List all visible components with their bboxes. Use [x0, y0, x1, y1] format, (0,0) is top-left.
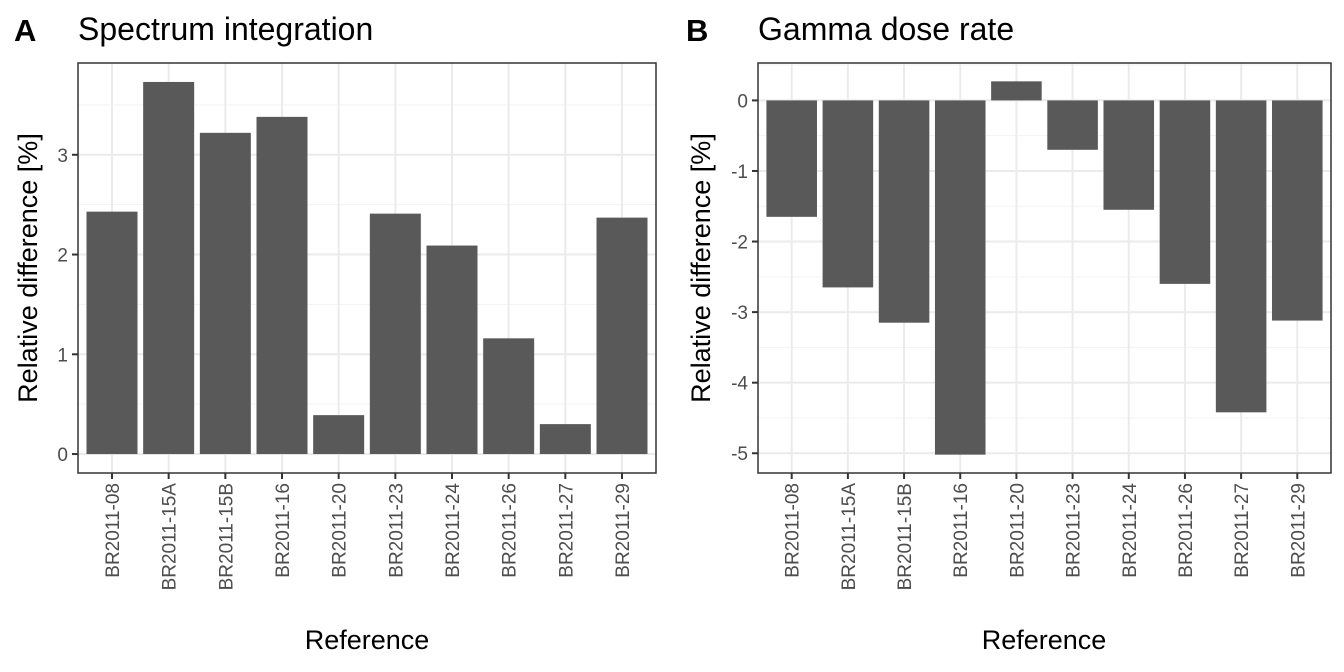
panel-b-bar-br2011-27: [1215, 100, 1267, 413]
panel-a-x-axis-title: Reference: [305, 625, 430, 655]
panel-a-bar-br2011-15a: [143, 81, 195, 455]
panel-a-tag: A: [14, 13, 36, 48]
panel-a-x-tick-label: BR2011-15A: [160, 483, 181, 591]
panel-a-x-tick-label: BR2011-23: [386, 483, 407, 578]
panel-a-bar-br2011-27: [539, 424, 591, 455]
panel-b-y-tick-label: -2: [731, 233, 748, 254]
panel-b-y-axis: 0 -1 -2 -3 -4 -5: [731, 91, 758, 465]
panel-b-x-tick-label: BR2011-23: [1064, 483, 1085, 578]
panel-a-bar-br2011-08: [86, 211, 138, 455]
panel-a-title: Spectrum integration: [78, 11, 373, 47]
panel-a-y-tick-label: 2: [57, 246, 68, 267]
panel-b-bar-br2011-29: [1272, 100, 1323, 321]
panel-a-x-tick-label: BR2011-15B: [216, 483, 237, 590]
panel-b-bar-br2011-15b: [878, 100, 930, 323]
panel-b-y-tick-label: -1: [731, 162, 748, 183]
panel-b-x-tick-label: BR2011-26: [1176, 483, 1197, 578]
panel-b-x-axis: BR2011-08 BR2011-15A BR2011-15B BR2011-16 BR…: [783, 473, 1309, 591]
panel-a-plot-frame: [77, 62, 657, 474]
panel-b-x-tick-label: BR2011-15B: [895, 483, 916, 590]
panel-b-bar-br2011-16: [934, 100, 986, 455]
panel-a-x-axis: BR2011-08 BR2011-15A BR2011-15B BR2011-16 BR…: [103, 473, 634, 590]
panel-b-tag: B: [686, 13, 708, 48]
panel-b-x-tick-label: BR2011-15A: [839, 483, 860, 591]
panel-b-bar-br2011-08: [766, 100, 817, 217]
panel-a-x-tick-label: BR2011-08: [103, 483, 124, 578]
panel-a-bar-br2011-23: [369, 213, 421, 455]
panel-b-y-tick-label: -4: [731, 374, 748, 395]
panel-a-bar-br2011-16: [256, 116, 308, 455]
panel-b-x-tick-label: BR2011-29: [1288, 483, 1309, 578]
panel-a-x-tick-label: BR2011-26: [500, 483, 521, 578]
panel-b-bar-br2011-26: [1159, 100, 1211, 284]
panel-b-plot-frame: [757, 62, 1332, 474]
panel-b-y-tick-label: -3: [731, 303, 748, 324]
panel-b-y-tick-label: -5: [731, 444, 748, 465]
panel-b-x-tick-label: BR2011-16: [951, 483, 972, 578]
panel-b-x-tick-label: BR2011-08: [783, 483, 804, 578]
panel-a-y-tick-label: 0: [57, 445, 68, 466]
panel-a-x-tick-label: BR2011-20: [330, 483, 351, 578]
panel-a-y-tick-label: 1: [57, 345, 68, 366]
panel-a-x-tick-label: BR2011-27: [556, 483, 577, 578]
panel-a-y-axis-title: Relative difference [%]: [13, 133, 43, 403]
panel-b-bar-br2011-15a: [822, 100, 874, 288]
panel-b-bar-br2011-24: [1103, 100, 1155, 210]
panel-b-x-tick-label: BR2011-27: [1232, 483, 1253, 578]
panel-a-bar-br2011-24: [426, 245, 478, 455]
panel-a-bar-br2011-20: [313, 415, 365, 455]
panel-b-bar-br2011-20: [991, 81, 1042, 101]
panel-b-bar-br2011-23: [1047, 100, 1098, 150]
panel-b-x-axis-title: Reference: [982, 625, 1107, 655]
panel-b-bars: [766, 81, 1323, 455]
panel-a-x-tick-label: BR2011-16: [273, 483, 294, 578]
panel-a-x-tick-label: BR2011-29: [613, 483, 634, 578]
panel-a-bars: [86, 81, 648, 455]
panel-a-bar-br2011-29: [596, 217, 648, 455]
panel-a-y-axis: 0 1 2 3: [57, 146, 78, 466]
panel-b-x-tick-label: BR2011-24: [1120, 483, 1141, 578]
panel-b-y-axis-title: Relative difference [%]: [686, 133, 716, 403]
panel-b-x-tick-label: BR2011-20: [1007, 483, 1028, 578]
panel-a-bar-br2011-15b: [199, 132, 251, 455]
panel-a-x-tick-label: BR2011-24: [443, 483, 464, 578]
panel-b-title: Gamma dose rate: [758, 11, 1014, 47]
panel-b-y-tick-label: 0: [737, 91, 748, 112]
panel-a-y-tick-label: 3: [57, 146, 68, 167]
panel-b: B Gamma dose rate 0-1-2-3-4-5 BR2011-08 B…: [686, 11, 1332, 655]
panel-a-bar-br2011-26: [483, 338, 535, 455]
